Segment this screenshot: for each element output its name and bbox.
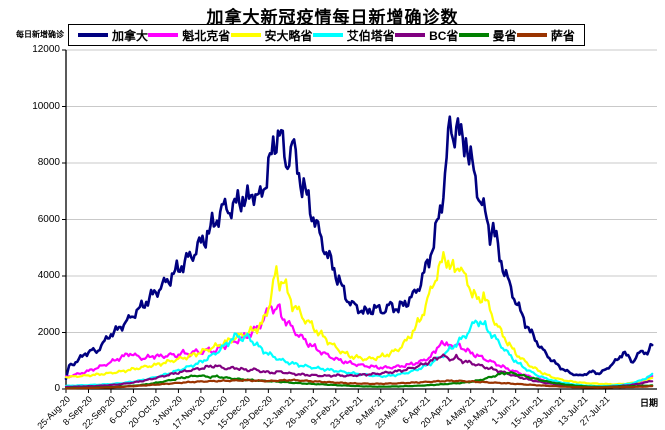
legend-item-saskatchewan[interactable]: 萨省: [516, 27, 575, 44]
series-line-萨省: [64, 378, 654, 390]
series-line-加拿大: [64, 115, 654, 381]
legend-label: 加拿大: [112, 28, 149, 43]
line-swatch-icon: [516, 33, 547, 37]
x-axis-title: 日期: [640, 398, 659, 408]
y-tick-label: 4000: [37, 270, 60, 281]
legend: 加拿大 魁北克省 安大略省 艾伯塔省 BC省 曼省 萨省: [68, 24, 585, 46]
series-line-艾伯塔省: [64, 319, 654, 388]
legend-item-manitoba[interactable]: 曼省: [458, 27, 517, 44]
y-axis-unit-label: 每日新增确诊: [16, 30, 64, 39]
legend-item-ontario[interactable]: 安大略省: [230, 27, 313, 44]
legend-label: 曼省: [492, 28, 517, 43]
legend-item-bc[interactable]: BC省: [395, 27, 458, 44]
line-swatch-icon: [78, 33, 108, 37]
line-swatch-icon: [395, 33, 426, 37]
legend-label: 萨省: [550, 28, 575, 43]
legend-item-alberta[interactable]: 艾伯塔省: [312, 27, 395, 44]
legend-label: BC省: [429, 28, 459, 43]
y-tick-label: 10000: [32, 100, 60, 112]
legend-item-quebec[interactable]: 魁北克省: [148, 27, 230, 44]
series-line-安大略省: [64, 251, 654, 386]
series-line-BC省: [64, 353, 654, 389]
legend-item-canada[interactable]: 加拿大: [78, 27, 148, 44]
line-swatch-icon: [458, 33, 489, 37]
y-tick-label: 0: [54, 383, 60, 394]
y-tick-label: 12000: [32, 44, 60, 55]
line-swatch-icon: [312, 33, 343, 37]
chart-title: 加拿大新冠疫情每日新增确诊数: [206, 8, 459, 27]
legend-label: 魁北克省: [182, 28, 231, 43]
legend-label: 艾伯塔省: [346, 28, 395, 43]
y-tick-label: 6000: [37, 213, 60, 225]
line-swatch-icon: [230, 33, 261, 37]
series-line-曼省: [64, 371, 654, 390]
line-swatch-icon: [148, 33, 179, 37]
y-tick-label: 2000: [37, 326, 60, 338]
y-tick-label: 8000: [37, 157, 60, 168]
legend-label: 安大略省: [264, 28, 313, 43]
